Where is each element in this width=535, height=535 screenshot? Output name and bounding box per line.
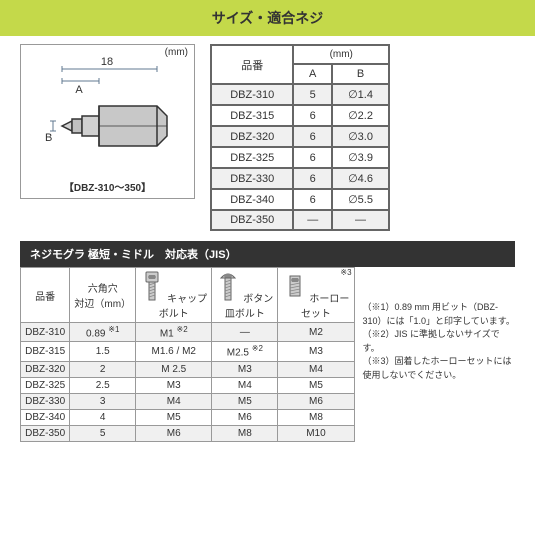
diagram-caption: 【DBZ-310～350】 [21, 179, 194, 194]
col-button: ボタン 皿ボルト [212, 268, 278, 323]
compat-table: 品番 六角穴 対辺（mm） キャップ ボルト ボタン 皿ボルト ※3 ホーロー … [20, 267, 355, 442]
spec-row: DBZ-3306∅4.6 [211, 168, 389, 189]
col-hollow: ※3 ホーロー セット [278, 268, 354, 323]
hollow-set-icon [283, 270, 307, 302]
section2-header: ネジモグラ 極短・ミドル 対応表（JIS） [20, 241, 515, 267]
diagram-box: (mm) 18 A B 【DBZ-310～350】 [20, 44, 195, 199]
spec-row: DBZ-3206∅3.0 [211, 126, 389, 147]
spec-row: DBZ-350—— [211, 210, 389, 230]
svg-text:A: A [75, 84, 83, 96]
col-item2: 品番 [21, 268, 70, 323]
col-mm: (mm) [293, 45, 389, 64]
svg-text:B: B [45, 132, 52, 144]
compat-row: DBZ-3404M5M6M8 [21, 409, 355, 425]
col-a: A [293, 64, 332, 84]
footnotes: （※1）0.89 mm 用ビット（DBZ-310）には「1.0」と印字しています… [363, 267, 515, 442]
spec-row: DBZ-3156∅2.2 [211, 105, 389, 126]
note-1: （※1）0.89 mm 用ビット（DBZ-310）には「1.0」と印字しています… [363, 301, 515, 328]
col-b: B [332, 64, 389, 84]
section-size: (mm) 18 A B 【DBZ-310～350】 [0, 36, 535, 241]
compat-row: DBZ-3252.5M3M4M5 [21, 377, 355, 393]
svg-text:18: 18 [101, 56, 113, 68]
note-3: （※3）固着したホーローセットには使用しないでください。 [363, 355, 515, 382]
col-item: 品番 [211, 45, 293, 84]
page-header: サイズ・適合ネジ [0, 0, 535, 36]
cap-bolt-icon [140, 270, 164, 302]
mm-unit-label: (mm) [165, 47, 188, 58]
bit-diagram: 18 A B [27, 51, 187, 176]
spec-row: DBZ-3105∅1.4 [211, 84, 389, 105]
ref-3: ※3 [340, 268, 351, 277]
section-compat: 品番 六角穴 対辺（mm） キャップ ボルト ボタン 皿ボルト ※3 ホーロー … [0, 267, 535, 442]
note-2: （※2）JIS に準拠しないサイズです。 [363, 328, 515, 355]
spec-row: DBZ-3406∅5.5 [211, 189, 389, 210]
compat-row: DBZ-3151.5M1.6 / M2M2.5 ※2M3 [21, 342, 355, 361]
button-bolt-icon [216, 270, 240, 302]
spec-table: 品番 (mm) A B DBZ-3105∅1.4DBZ-3156∅2.2DBZ-… [210, 44, 390, 231]
compat-row: DBZ-3100.89 ※1M1 ※2—M2 [21, 323, 355, 342]
col-hex: 六角穴 対辺（mm） [70, 268, 136, 323]
compat-row: DBZ-3202M 2.5M3M4 [21, 361, 355, 377]
col-cap: キャップ ボルト [136, 268, 212, 323]
compat-row: DBZ-3505M6M8M10 [21, 425, 355, 441]
compat-row: DBZ-3303M4M5M6 [21, 393, 355, 409]
spec-row: DBZ-3256∅3.9 [211, 147, 389, 168]
